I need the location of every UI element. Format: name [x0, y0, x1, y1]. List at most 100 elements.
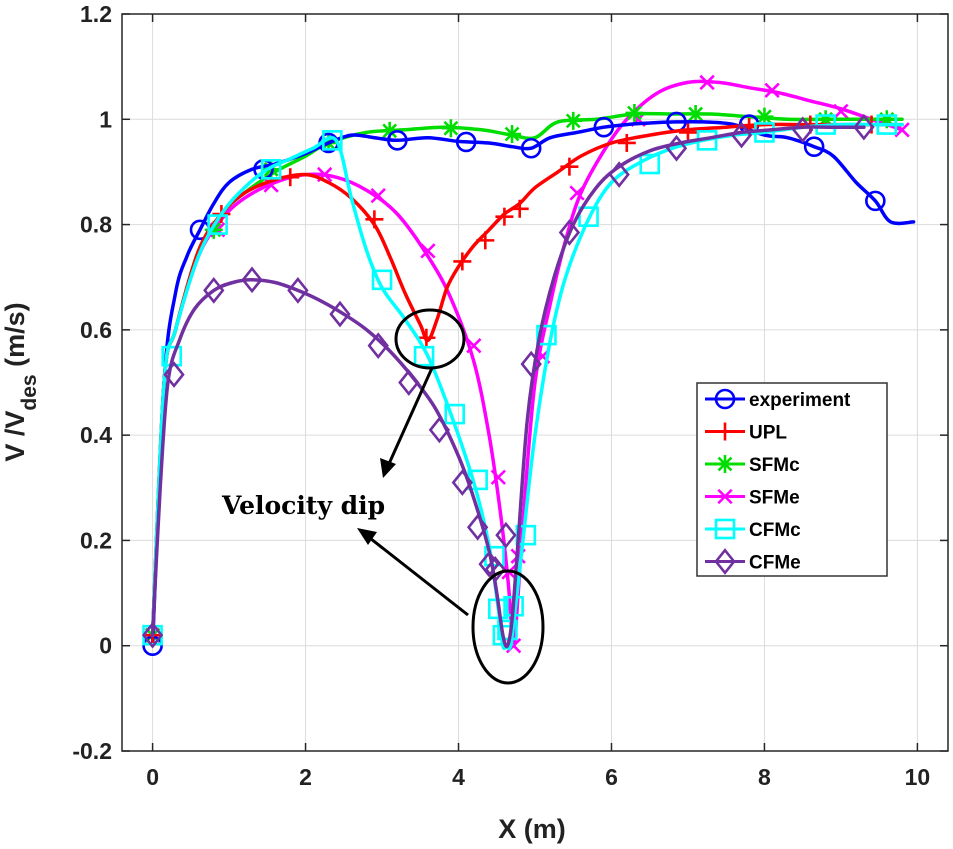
marker-cfme-shape — [520, 350, 542, 378]
marker-cfmc — [260, 158, 282, 180]
y-tick-label: 0.2 — [80, 527, 112, 553]
y-axis-label-subscript: des — [18, 374, 41, 410]
legend-marker-sfme-d2 — [717, 488, 733, 505]
marker-cfmc — [536, 324, 557, 346]
marker-cfmc-shape — [444, 403, 465, 425]
marker-cfme-shape — [241, 266, 263, 294]
marker-cfme-shape — [287, 277, 309, 304]
marker-cfme-shape — [608, 161, 630, 188]
marker-upl — [678, 123, 697, 142]
marker-upl — [281, 168, 300, 187]
marker-experiment — [455, 131, 477, 153]
legend-marker-cfmc-shape — [714, 518, 736, 540]
marker-sfmc — [441, 119, 460, 138]
legend-marker-cfme — [714, 548, 736, 575]
marker-cfmc — [815, 114, 836, 135]
marker-experiment — [520, 137, 542, 159]
marker-cfme — [141, 621, 164, 649]
y-tick-label: -0.2 — [72, 738, 112, 764]
dip-ellipse-lower — [471, 569, 545, 685]
series-line-experiment — [150, 119, 916, 648]
marker-sfme-d2 — [833, 103, 849, 120]
marker-cfmc-shape — [413, 345, 435, 367]
marker-cfmc — [322, 130, 343, 151]
marker-cfmc-shape — [536, 324, 557, 346]
marker-experiment — [803, 136, 825, 157]
marker-cfme-shape — [367, 332, 389, 359]
tick-labels: 0 2 4 6 8 10 -0.2 0 0.2 0.4 0.6 0.8 1 1.2 — [72, 1, 930, 790]
legend-label-cfme: CFMe — [749, 553, 801, 574]
marker-cfme — [466, 513, 489, 541]
arrow-upper-shaft — [386, 367, 434, 467]
marker-experiment-shape — [803, 136, 825, 157]
marker-cfme-shape — [484, 556, 506, 583]
marker-cfme-shape — [451, 469, 474, 496]
legend-marker-experiment-shape — [714, 388, 736, 410]
marker-sfme — [699, 74, 715, 91]
marker-cfmc — [371, 269, 393, 291]
arrow-lower-shaft — [365, 533, 469, 617]
legend-marker-experiment — [714, 388, 736, 410]
legend-label-cfmc: CFMc — [749, 520, 801, 541]
y-tick-label: 1.2 — [80, 1, 112, 27]
marker-sfme-d2 — [370, 187, 386, 204]
marker-sfme — [764, 82, 780, 99]
marker-sfme — [833, 103, 849, 120]
marker-sfmc — [503, 125, 522, 144]
series-cfme — [141, 113, 875, 649]
marker-cfme-shape — [398, 369, 420, 396]
marker-cfme — [484, 556, 506, 583]
marker-cfme — [665, 134, 688, 162]
marker-cfmc-shape — [515, 524, 537, 546]
marker-cfme-shape — [466, 513, 489, 541]
marker-experiment-shape — [520, 137, 542, 159]
marker-sfmc-d2 — [382, 123, 398, 139]
legend-box — [696, 382, 888, 577]
marker-sfme-d2 — [490, 469, 506, 485]
plot-series — [141, 74, 916, 657]
marker-cfmc — [876, 114, 898, 135]
marker-cfme-shape — [558, 219, 581, 246]
marker-cfme — [608, 161, 630, 188]
y-axis-label: V /Vdes (m/s) — [0, 302, 41, 461]
y-axis-label-main: V /V — [0, 411, 30, 462]
marker-sfmc — [755, 107, 774, 126]
legend-label-sfmc: SFMc — [749, 455, 800, 476]
legend-label-upl: UPL — [749, 423, 787, 444]
marker-cfme — [398, 369, 420, 396]
arrow-lower-head — [357, 528, 377, 545]
marker-sfme-d2 — [894, 122, 910, 138]
y-axis-label-unit: (m/s) — [0, 302, 30, 374]
marker-cfme-shape — [665, 134, 688, 162]
marker-sfme — [466, 337, 482, 354]
marker-sfmc-d2 — [565, 113, 581, 129]
y-tick-label: 1 — [99, 106, 112, 132]
marker-cfme-shape — [203, 277, 225, 304]
marker-sfme — [569, 185, 585, 201]
marker-cfmc-shape — [322, 130, 343, 151]
dip-ellipse-upper — [394, 308, 466, 370]
y-tick-label: 0 — [99, 633, 112, 659]
x-tick-label: 10 — [905, 764, 931, 790]
marker-sfmc-d2 — [443, 120, 459, 136]
marker-cfme-shape — [853, 113, 875, 141]
marker-cfme — [287, 277, 309, 304]
legend-marker-upl — [716, 422, 734, 441]
x-tick-label: 8 — [758, 764, 771, 790]
legend-marker-cfme-shape — [714, 548, 736, 575]
marker-sfme-d2 — [569, 185, 585, 201]
marker-cfme — [730, 121, 753, 149]
marker-sfmc-d2 — [757, 109, 772, 125]
legend-label-sfme: SFMe — [749, 488, 800, 509]
x-tick-label: 4 — [452, 764, 465, 790]
marker-cfmc-shape — [207, 214, 228, 235]
marker-sfmc-d2 — [627, 105, 642, 121]
marker-sfme — [370, 187, 386, 204]
marker-cfmc — [497, 619, 518, 641]
y-tick-label: 0.6 — [80, 317, 112, 343]
x-tick-label: 2 — [299, 764, 312, 790]
marker-experiment-shape — [455, 131, 477, 153]
marker-cfme-shape — [163, 361, 185, 388]
marker-cfmc-shape — [815, 114, 836, 135]
